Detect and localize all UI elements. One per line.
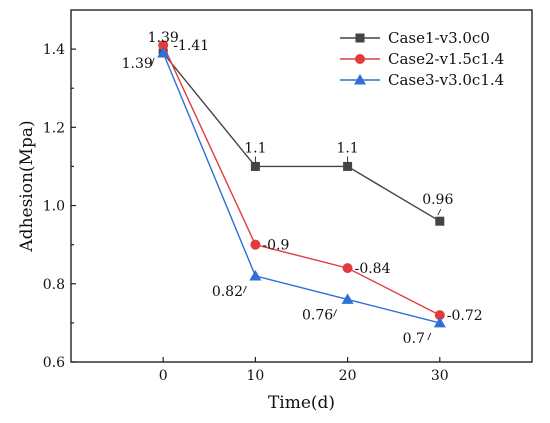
data-label: -0.72 <box>447 308 483 324</box>
y-tick-label: 0.8 <box>43 277 65 293</box>
legend-marker-triangle <box>354 74 366 85</box>
x-tick-label: 30 <box>431 368 449 384</box>
x-tick-label: 0 <box>159 368 168 384</box>
series-lines <box>157 40 446 328</box>
data-label: -0.84 <box>355 261 391 277</box>
data-label: 1.39 <box>122 56 153 72</box>
data-label: 1.39 <box>148 30 179 46</box>
x-axis-title: Time(d) <box>268 393 335 413</box>
y-tick-label: 0.6 <box>43 355 65 371</box>
legend-marker-circle <box>355 54 365 64</box>
data-point-triangle <box>433 316 446 328</box>
leader-line <box>437 208 442 216</box>
x-tick-label: 10 <box>246 368 264 384</box>
data-label: 1.1 <box>244 140 266 156</box>
data-point-square <box>435 216 445 226</box>
data-point-triangle <box>249 269 262 281</box>
data-label: 0.76 <box>302 307 333 323</box>
legend-label: Case1-v3.0c0 <box>388 29 490 47</box>
data-label: -0.9 <box>262 238 289 254</box>
data-point-triangle <box>157 47 170 58</box>
data-point-circle <box>342 263 353 274</box>
leader-line <box>242 285 247 294</box>
legend: Case1-v3.0c0 Case2-v1.5c1.4 Case3-v3.0c1.4 <box>340 29 504 89</box>
series-line <box>162 52 441 222</box>
y-tick-label: 1.0 <box>43 199 65 215</box>
data-point-circle <box>250 239 261 250</box>
data-label: 0.7 <box>403 331 425 347</box>
data-label: 1.1 <box>336 140 358 156</box>
y-tick-label: 1.2 <box>43 120 65 136</box>
leader-line <box>427 332 432 341</box>
series-line <box>162 52 440 324</box>
legend-marker-square <box>355 33 365 43</box>
axes: 0 10 20 30 0.6 0.8 1.0 1.2 1.4 Time(d) Adhesion(Mp… <box>17 9 533 413</box>
leader-line <box>333 309 338 317</box>
x-tick-label: 20 <box>339 368 357 384</box>
leader-line <box>150 57 155 67</box>
y-tick-label: 1.4 <box>43 42 65 58</box>
y-axis-title: Adhesion(Mpa) <box>17 120 37 252</box>
data-point-circle <box>434 310 445 321</box>
data-label: 0.82 <box>212 284 243 300</box>
data-point-square <box>250 161 260 171</box>
series-line <box>162 44 441 316</box>
data-point-square <box>343 161 353 171</box>
plot-frame <box>70 9 533 363</box>
data-label: -1.41 <box>173 38 209 54</box>
data-label: 0.96 <box>422 192 453 208</box>
legend-label: Case2-v1.5c1.4 <box>388 50 504 68</box>
data-point-triangle <box>341 293 354 304</box>
data-point-circle <box>158 40 169 51</box>
legend-label: Case3-v3.0c1.4 <box>388 71 504 89</box>
data-labels: 1.39 1.1 1.1 0.96 -1.41 -0.9 -0.84 -0.72 1.39 0.8… <box>122 30 483 347</box>
